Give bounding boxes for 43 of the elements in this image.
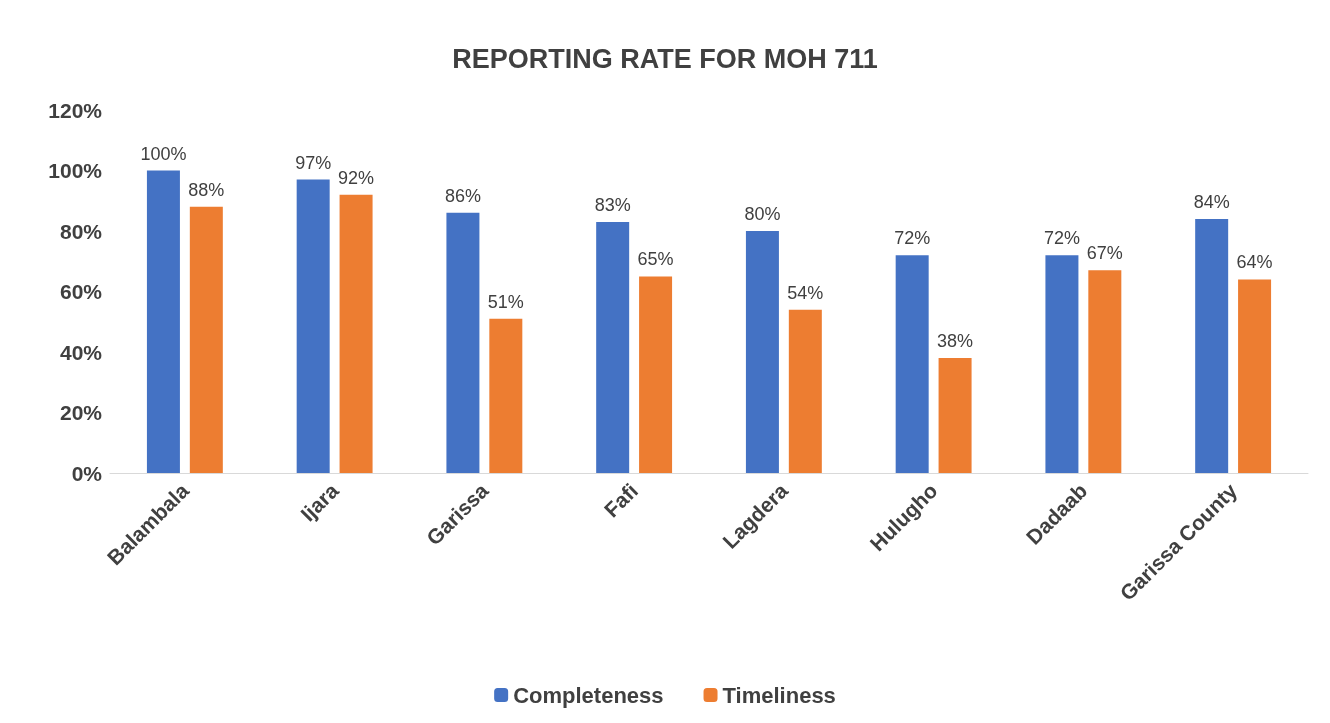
legend-label: Completeness: [513, 682, 664, 708]
chart-title: REPORTING RATE FOR MOH 711: [452, 43, 878, 74]
data-label: 92%: [338, 167, 375, 188]
data-label: 100%: [140, 143, 187, 164]
bar: [1045, 255, 1079, 473]
y-tick-label: 100%: [48, 159, 103, 182]
data-label: 97%: [295, 152, 332, 173]
y-tick-label: 20%: [59, 401, 103, 424]
y-tick-label: 40%: [59, 340, 103, 364]
legend-label: Timeliness: [722, 682, 836, 708]
data-label: 80%: [744, 204, 781, 224]
data-label: 54%: [787, 282, 824, 303]
data-label: 84%: [1193, 191, 1230, 212]
data-label: 72%: [1043, 228, 1080, 249]
y-tick-label: 0%: [71, 461, 103, 485]
bar: [339, 194, 373, 473]
data-label: 83%: [594, 194, 631, 215]
data-label: 38%: [937, 331, 974, 352]
y-tick-label: 120%: [48, 98, 103, 122]
bar: [1195, 218, 1229, 473]
data-label: 67%: [1086, 243, 1123, 264]
y-tick-label: 80%: [59, 219, 103, 243]
bar: [1238, 279, 1272, 473]
bar: [745, 231, 779, 473]
bar: [146, 170, 180, 473]
data-label: 88%: [188, 179, 225, 200]
bar: [596, 221, 630, 473]
bar: [189, 206, 223, 473]
bar: [446, 212, 480, 473]
data-label: 64%: [1236, 252, 1273, 273]
bar: [895, 255, 929, 473]
bar: [296, 179, 330, 473]
data-label: 72%: [894, 228, 931, 249]
bar: [788, 309, 822, 473]
data-label: 51%: [487, 291, 524, 312]
bar: [938, 358, 972, 473]
data-label: 65%: [637, 249, 674, 270]
bar: [639, 276, 673, 473]
x-tick-label: Fafi: [599, 478, 643, 522]
bar: [1088, 270, 1122, 473]
bar: [489, 318, 523, 473]
y-tick-label: 60%: [59, 280, 103, 303]
data-label: 86%: [444, 185, 481, 206]
